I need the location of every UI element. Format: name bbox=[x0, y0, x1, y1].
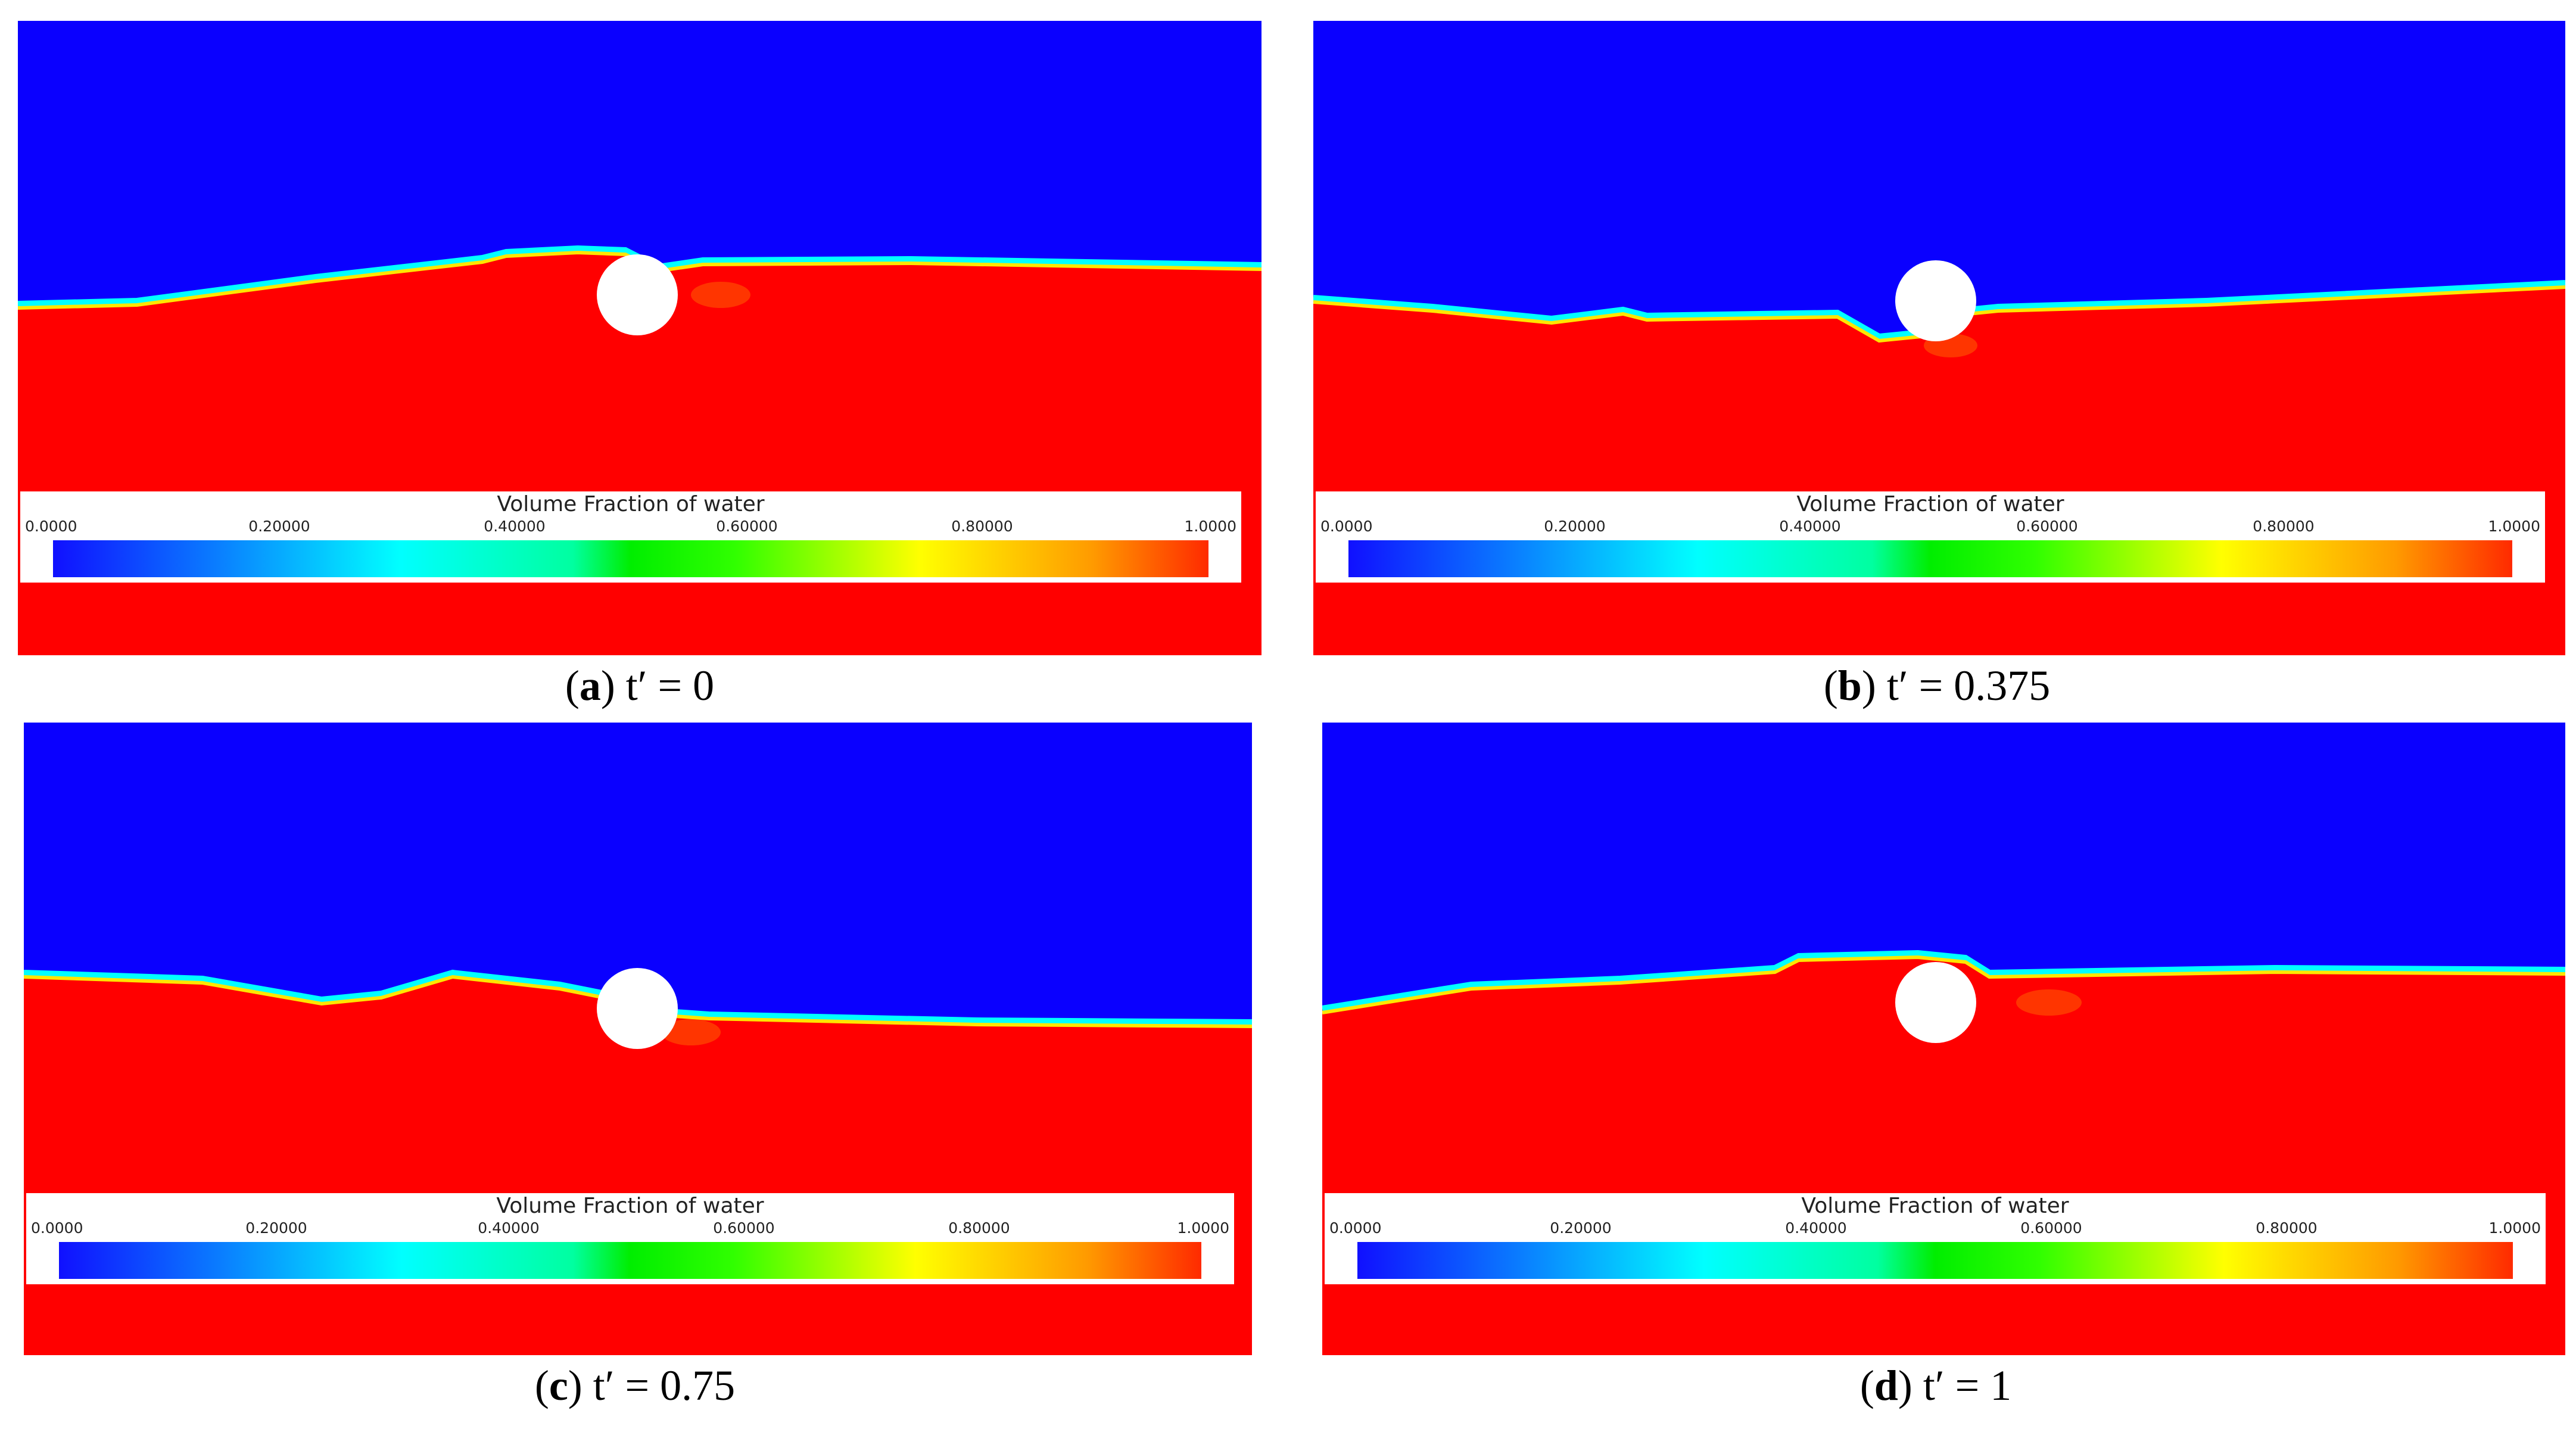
legend-tick: 0.0000 bbox=[31, 1219, 83, 1237]
panel-a: Volume Fraction of water 0.0000 0.20000 … bbox=[18, 21, 1261, 655]
legend-tick: 0.80000 bbox=[2253, 518, 2315, 535]
legend-tick: 1.0000 bbox=[1177, 1219, 1229, 1237]
legend-tick: 1.0000 bbox=[2488, 518, 2540, 535]
caption-letter: d bbox=[1874, 1362, 1898, 1409]
caption-text: t′ = 0 bbox=[615, 662, 715, 709]
colorbar-legend: Volume Fraction of water 0.0000 0.20000 … bbox=[1316, 491, 2545, 583]
legend-tick: 0.20000 bbox=[245, 1219, 307, 1237]
caption-a: (a) t′ = 0 bbox=[565, 662, 715, 709]
caption-c: (c) t′ = 0.75 bbox=[534, 1362, 736, 1409]
legend-title: Volume Fraction of water bbox=[1796, 492, 2064, 516]
colorbar bbox=[1348, 540, 2512, 577]
colorbar bbox=[53, 540, 1208, 577]
caption-d: (d) t′ = 1 bbox=[1859, 1362, 2012, 1409]
legend-tick: 0.80000 bbox=[948, 1219, 1010, 1237]
legend-tick: 0.40000 bbox=[1785, 1219, 1847, 1237]
legend-tick: 0.0000 bbox=[1320, 518, 1373, 535]
caption-text: t′ = 0.375 bbox=[1876, 662, 2051, 709]
legend-tick: 0.80000 bbox=[2256, 1219, 2318, 1237]
legend-tick: 1.0000 bbox=[1184, 518, 1236, 535]
legend-tick: 0.0000 bbox=[1329, 1219, 1382, 1237]
legend-tick: 0.20000 bbox=[248, 518, 310, 535]
colorbar bbox=[59, 1242, 1201, 1279]
legend-tick: 0.40000 bbox=[478, 1219, 540, 1237]
colorbar-legend: Volume Fraction of water 0.0000 0.20000 … bbox=[26, 1193, 1234, 1284]
colorbar-legend: Volume Fraction of water 0.0000 0.20000 … bbox=[1325, 1193, 2546, 1284]
panel-c: Volume Fraction of water 0.0000 0.20000 … bbox=[24, 723, 1252, 1355]
legend-tick: 0.60000 bbox=[713, 1219, 775, 1237]
legend-tick: 0.60000 bbox=[716, 518, 778, 535]
caption-letter: b bbox=[1837, 662, 1862, 709]
colorbar-legend: Volume Fraction of water 0.0000 0.20000 … bbox=[20, 491, 1241, 583]
caption-letter: a bbox=[579, 662, 601, 709]
caption-b: (b) t′ = 0.375 bbox=[1823, 662, 2051, 709]
legend-tick: 1.0000 bbox=[2488, 1219, 2541, 1237]
legend-tick: 0.0000 bbox=[25, 518, 77, 535]
legend-tick: 0.20000 bbox=[1544, 518, 1606, 535]
caption-text: t′ = 1 bbox=[1912, 1362, 2012, 1409]
caption-text: t′ = 0.75 bbox=[582, 1362, 736, 1409]
colorbar bbox=[1357, 1242, 2513, 1279]
legend-tick: 0.40000 bbox=[1779, 518, 1841, 535]
panel-b: Volume Fraction of water 0.0000 0.20000 … bbox=[1313, 21, 2565, 655]
legend-tick: 0.20000 bbox=[1550, 1219, 1612, 1237]
caption-letter: c bbox=[549, 1362, 568, 1409]
legend-tick: 0.80000 bbox=[951, 518, 1013, 535]
legend-title: Volume Fraction of water bbox=[1801, 1194, 2069, 1218]
legend-tick: 0.60000 bbox=[2016, 518, 2078, 535]
panel-d: Volume Fraction of water 0.0000 0.20000 … bbox=[1322, 723, 2565, 1355]
legend-title: Volume Fraction of water bbox=[497, 492, 765, 516]
legend-tick: 0.60000 bbox=[2020, 1219, 2082, 1237]
legend-title: Volume Fraction of water bbox=[496, 1194, 764, 1218]
legend-tick: 0.40000 bbox=[484, 518, 546, 535]
